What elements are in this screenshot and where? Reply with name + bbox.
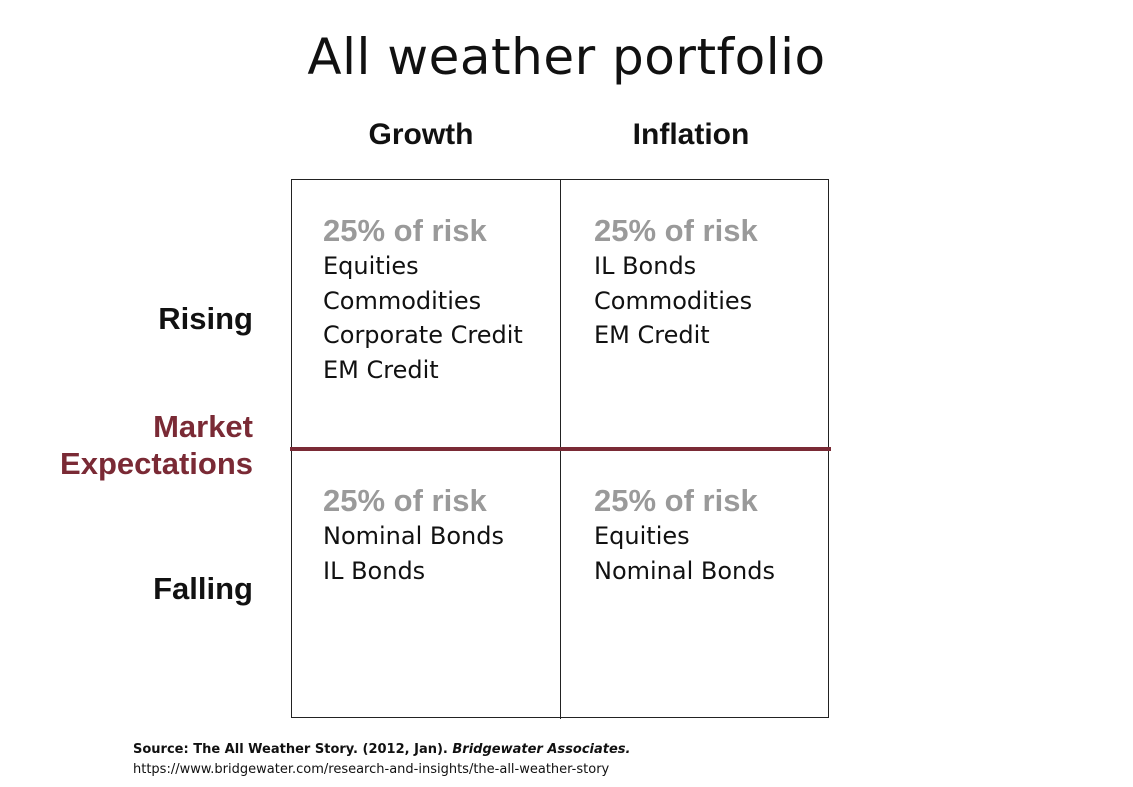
asset-list: Equities Commodities Corporate Credit EM Cr… [323, 249, 573, 387]
quadrant-falling-growth: 25% of risk Nominal Bonds IL Bonds [323, 483, 573, 588]
source-citation: Source: The All Weather Story. (2012, Ja… [133, 740, 630, 780]
asset-item: Equities [594, 522, 690, 550]
source-publisher: Bridgewater Associates. [452, 742, 631, 757]
asset-item: Commodities [323, 286, 482, 315]
source-line: Source: The All Weather Story. (2012, Ja… [133, 740, 630, 760]
column-header-growth: Growth [368, 118, 474, 151]
source-prefix: Source: The All Weather Story. (2012, Ja… [133, 742, 453, 757]
asset-item: IL Bonds [323, 556, 426, 585]
asset-item: Nominal Bonds [323, 522, 504, 550]
risk-share: 25% of risk [594, 213, 758, 248]
row-label-rising: Rising [158, 301, 253, 336]
risk-share: 25% of risk [323, 483, 487, 518]
asset-list: Nominal Bonds IL Bonds [323, 519, 573, 588]
asset-list: Equities Nominal Bonds [594, 519, 844, 588]
axis-label-line-2: Expectations [60, 446, 253, 481]
axis-label-market-expectations: Market Expectations [60, 408, 253, 482]
risk-share: 25% of risk [323, 213, 487, 248]
asset-item: Commodities [594, 286, 753, 315]
quadrant-rising-growth: 25% of risk Equities Commodities Corporate… [323, 213, 573, 387]
axis-label-line-1: Market [153, 409, 253, 444]
asset-item: Equities [323, 252, 419, 280]
page-title: All weather portfolio [307, 28, 826, 86]
asset-list: IL Bonds Commodities EM Credit [594, 249, 844, 353]
source-url[interactable]: https://www.bridgewater.com/research-and… [133, 762, 610, 777]
asset-item: IL Bonds [594, 252, 697, 280]
quadrant-rising-inflation: 25% of risk IL Bonds Commodities EM Credit [594, 213, 844, 353]
market-expectations-divider [290, 447, 831, 451]
asset-item: EM Credit [594, 321, 710, 349]
risk-share: 25% of risk [594, 483, 758, 518]
quadrant-falling-inflation: 25% of risk Equities Nominal Bonds [594, 483, 844, 588]
asset-item: Corporate Credit [323, 321, 523, 349]
asset-item: EM Credit [323, 355, 439, 384]
asset-item: Nominal Bonds [594, 556, 775, 585]
column-header-inflation: Inflation [632, 118, 750, 151]
row-label-falling: Falling [153, 571, 253, 606]
